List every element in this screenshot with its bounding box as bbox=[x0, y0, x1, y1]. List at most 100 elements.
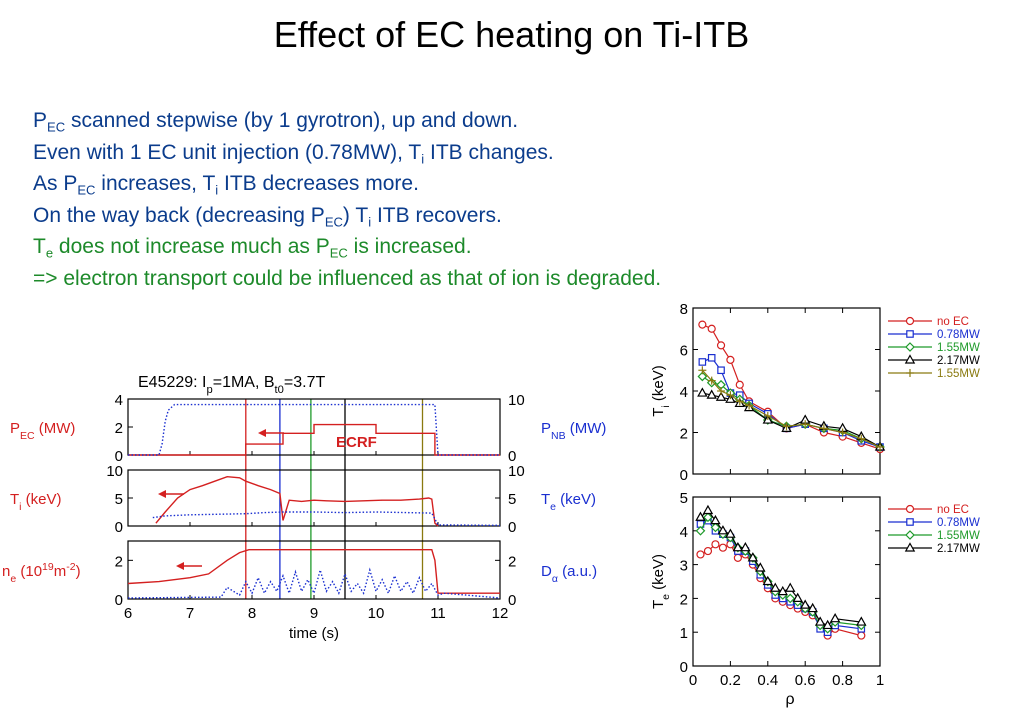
y-axis-label: Te (keV) bbox=[650, 554, 672, 609]
arrow-head bbox=[176, 562, 184, 570]
bullet-text: i bbox=[368, 214, 372, 230]
point-marker bbox=[696, 550, 705, 559]
series-line-T_e bbox=[152, 511, 501, 527]
point-marker bbox=[717, 366, 725, 375]
legend-label: 1.55MW bbox=[937, 530, 980, 542]
bullet-text: EC bbox=[47, 119, 66, 135]
bullet-text: => electron transport could be influence… bbox=[33, 266, 662, 290]
point-marker bbox=[732, 541, 744, 552]
y-tick-label: 4 bbox=[115, 392, 123, 409]
y-tick-label-right: 5 bbox=[508, 491, 516, 508]
y-axis-label: Ti (keV) bbox=[650, 365, 672, 417]
bullet-text: is increased. bbox=[347, 235, 472, 258]
panel-frame bbox=[127, 469, 501, 527]
x-tick-label: 11 bbox=[430, 605, 446, 622]
point-marker bbox=[856, 616, 867, 626]
bullet-text: ITB changes. bbox=[424, 140, 554, 164]
bullet-text: ITB recovers. bbox=[371, 203, 502, 227]
series-no EC bbox=[698, 320, 885, 454]
point-marker bbox=[785, 593, 796, 604]
y-tick-label: 5 bbox=[680, 490, 688, 507]
y-tick-label-right: 10 bbox=[508, 463, 525, 480]
bullet-list: PEC scanned stepwise (by 1 gyrotron), up… bbox=[33, 105, 661, 294]
bullet-text: P bbox=[33, 109, 48, 132]
x-tick-label: 1 bbox=[876, 672, 884, 689]
point-marker bbox=[905, 342, 915, 352]
profile-frame bbox=[692, 496, 881, 667]
y-tick-label-right: 2 bbox=[508, 553, 516, 570]
x-tick-label: 0.8 bbox=[832, 672, 853, 689]
x-tick-label: 12 bbox=[492, 605, 509, 622]
point-marker bbox=[770, 582, 781, 592]
x-tick-label: 0.6 bbox=[795, 672, 816, 689]
point-marker bbox=[715, 391, 727, 401]
arrow-head bbox=[158, 490, 166, 498]
left-axis-label: PEC (MW) bbox=[10, 420, 75, 442]
series-line-n_e bbox=[127, 549, 500, 594]
point-marker bbox=[702, 504, 714, 515]
bullet-text: i bbox=[215, 182, 219, 198]
y-tick-label: 2 bbox=[115, 420, 123, 437]
point-marker bbox=[740, 541, 751, 552]
bullet-text: increases, T bbox=[95, 172, 216, 195]
left-axis-label: Ti (keV) bbox=[10, 491, 62, 513]
point-marker bbox=[807, 602, 818, 613]
point-marker bbox=[725, 528, 736, 538]
y-tick-label: 2 bbox=[680, 591, 688, 608]
right-axis-label: Te (keV) bbox=[541, 491, 596, 513]
arrow-head bbox=[258, 429, 266, 437]
point-marker bbox=[747, 552, 759, 562]
y-tick-label: 0 bbox=[115, 519, 123, 536]
bullet-text: ) T bbox=[342, 203, 369, 227]
series-2.17MW bbox=[695, 504, 867, 630]
series-line bbox=[702, 324, 881, 450]
x-tick-label: 0.2 bbox=[720, 672, 741, 689]
left-axis-label: ne (1019m-2) bbox=[2, 561, 81, 585]
ecrf-annotation: ECRF bbox=[336, 434, 377, 451]
y-tick-label: 8 bbox=[680, 301, 688, 318]
point-marker bbox=[792, 592, 803, 603]
y-tick-label: 10 bbox=[106, 463, 123, 480]
point-marker bbox=[703, 546, 713, 556]
bullet-line: As PEC increases, Ti ITB decreases more. bbox=[33, 168, 661, 200]
bullet-text: On the way back (decreasing P bbox=[33, 203, 325, 227]
y-tick-label: 6 bbox=[680, 343, 688, 360]
x-tick-label: 7 bbox=[186, 605, 194, 622]
series-line-T_i bbox=[155, 475, 439, 527]
bullet-text: ITB decreases more. bbox=[218, 172, 419, 195]
legend-label: 0.78MW bbox=[937, 517, 980, 529]
point-marker bbox=[733, 553, 742, 562]
y-tick-label-right: 10 bbox=[508, 392, 525, 409]
legend-label: no EC bbox=[937, 316, 969, 328]
right-axis-label: PNB (MW) bbox=[541, 420, 606, 442]
point-marker bbox=[905, 530, 915, 540]
point-marker bbox=[707, 354, 716, 362]
point-marker bbox=[829, 612, 841, 623]
x-tick-label: 8 bbox=[248, 605, 256, 622]
x-tick-label: 6 bbox=[124, 605, 132, 622]
bullet-text: EC bbox=[324, 214, 343, 230]
point-marker bbox=[703, 512, 713, 523]
point-marker bbox=[905, 504, 915, 514]
series-line-P_EC bbox=[128, 423, 500, 456]
bullet-text: scanned stepwise (by 1 gyrotron), up and… bbox=[65, 109, 519, 132]
right-axis-label: Dα (a.u.) bbox=[541, 563, 597, 585]
point-marker bbox=[755, 562, 766, 572]
point-marker bbox=[718, 543, 728, 552]
point-marker bbox=[777, 585, 788, 596]
x-tick-label: 0.4 bbox=[757, 672, 778, 689]
bullet-text: does not increase much as P bbox=[53, 235, 330, 258]
x-axis-label: time (s) bbox=[289, 625, 339, 642]
point-marker bbox=[799, 599, 811, 609]
legend-label: 1.55MW bbox=[937, 342, 980, 354]
y-tick-label: 2 bbox=[680, 426, 688, 443]
bullet-line: Te does not increase much as PEC is incr… bbox=[33, 231, 661, 263]
y-tick-label: 2 bbox=[115, 553, 123, 570]
bullet-text: Even with 1 EC unit injection (0.78MW), … bbox=[33, 140, 422, 164]
point-marker bbox=[857, 631, 866, 640]
point-marker bbox=[697, 387, 708, 397]
y-tick-label: 5 bbox=[115, 491, 123, 508]
chart-header: E45229: Ip=1MA, Bt0=3.7T bbox=[138, 374, 325, 396]
series-line-D_alpha bbox=[127, 567, 501, 599]
legend-label: 0.78MW bbox=[937, 329, 980, 341]
